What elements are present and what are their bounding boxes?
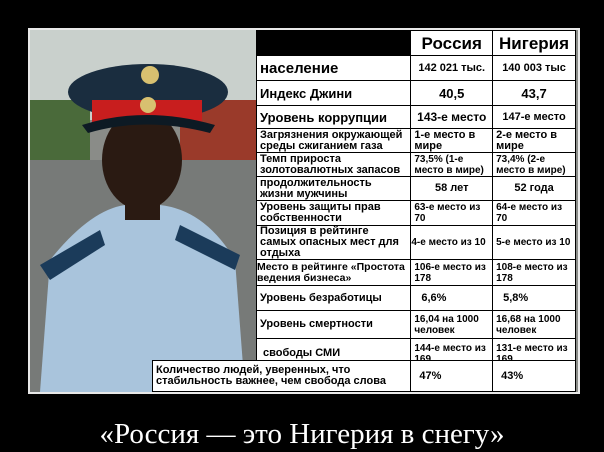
russia-value: 1-е место в мире: [410, 128, 494, 153]
table-header-row: Россия Нигерия: [255, 30, 576, 56]
nigeria-value: 5,8%: [492, 285, 576, 311]
russia-value: 40,5: [410, 80, 494, 106]
row-label: Темп прироста золотовалютных запасов: [255, 152, 412, 177]
row-label: продолжительность жизни мужчины: [255, 176, 412, 201]
row-label: Загрязнения окружающей среды сжиганием г…: [255, 128, 412, 153]
row-label: Позиция в рейтинге самых опасных мест дл…: [255, 225, 412, 260]
nigeria-value: 64-е место из 70: [492, 200, 576, 226]
row-label: Уровень защиты прав собственности: [255, 200, 412, 226]
russia-value: 4-е место из 10: [410, 225, 494, 260]
row-label: Место в рейтинге «Простота ведения бизне…: [255, 259, 412, 286]
russia-value: 73,5% (1-е место в мире): [410, 152, 494, 177]
russia-value: 16,04 на 1000 человек: [410, 310, 494, 339]
row-label: Уровень безработицы: [255, 285, 412, 311]
table-row: Темп прироста золотовалютных запасов 73,5…: [255, 152, 576, 177]
russia-value: 6,6%: [410, 285, 494, 311]
table-row: Место в рейтинге «Простота ведения бизне…: [255, 259, 576, 286]
table-row: Уровень безработицы 6,6% 5,8%: [255, 285, 576, 311]
header-empty: [255, 30, 412, 56]
table-row: Уровень защиты прав собственности 63-е ме…: [255, 200, 576, 226]
nigeria-value: 16,68 на 1000 человек: [492, 310, 576, 339]
nigeria-value: 52 года: [492, 176, 576, 201]
nigeria-value: 43,7: [492, 80, 576, 106]
row-label: население: [255, 55, 412, 81]
nigeria-value: 43%: [492, 360, 576, 392]
row-label: Индекс Джини: [255, 80, 412, 106]
row-label: Количество людей, уверенных, что стабиль…: [151, 360, 412, 392]
table-row: Уровень коррупции 143-е место 147-е место: [255, 105, 576, 129]
caption: «Россия — это Нигерия в снегу»: [99, 418, 505, 450]
table-row: Загрязнения окружающей среды сжиганием г…: [255, 128, 576, 153]
nigeria-value: 108-е место из 178: [492, 259, 576, 286]
russia-value: 47%: [410, 360, 494, 392]
comparison-table-last-row: Количество людей, уверенных, что стабиль…: [151, 360, 576, 392]
header-russia: Россия: [410, 30, 494, 56]
nigeria-value: 5-е место из 10: [492, 225, 576, 260]
nigeria-value: 2-е место в мире: [492, 128, 576, 153]
table-row: Количество людей, уверенных, что стабиль…: [151, 360, 576, 392]
table-row: Уровень смертности 16,04 на 1000 человек 1…: [255, 310, 576, 339]
russia-value: 58 лет: [410, 176, 494, 201]
table-row: Позиция в рейтинге самых опасных мест дл…: [255, 225, 576, 260]
header-nigeria: Нигерия: [492, 30, 576, 56]
table-row: Индекс Джини 40,5 43,7: [255, 80, 576, 106]
nigeria-value: 140 003 тыс: [492, 55, 576, 81]
russia-value: 142 021 тыс.: [410, 55, 494, 81]
russia-value: 106-е место из 178: [410, 259, 494, 286]
table-row: население 142 021 тыс. 140 003 тыс: [255, 55, 576, 81]
russia-value: 63-е место из 70: [410, 200, 494, 226]
table-row: продолжительность жизни мужчины 58 лет 52 …: [255, 176, 576, 201]
nigeria-value: 73,4% (2-е место в мире): [492, 152, 576, 177]
row-label: Уровень коррупции: [255, 105, 412, 129]
nigeria-value: 147-е место: [492, 105, 576, 129]
russia-value: 143-е место: [410, 105, 494, 129]
row-label: Уровень смертности: [255, 310, 412, 339]
comparison-table: Россия Нигерия население 142 021 тыс. 140 …: [255, 30, 576, 369]
